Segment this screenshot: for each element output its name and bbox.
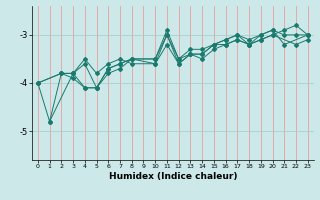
X-axis label: Humidex (Indice chaleur): Humidex (Indice chaleur) bbox=[108, 172, 237, 181]
